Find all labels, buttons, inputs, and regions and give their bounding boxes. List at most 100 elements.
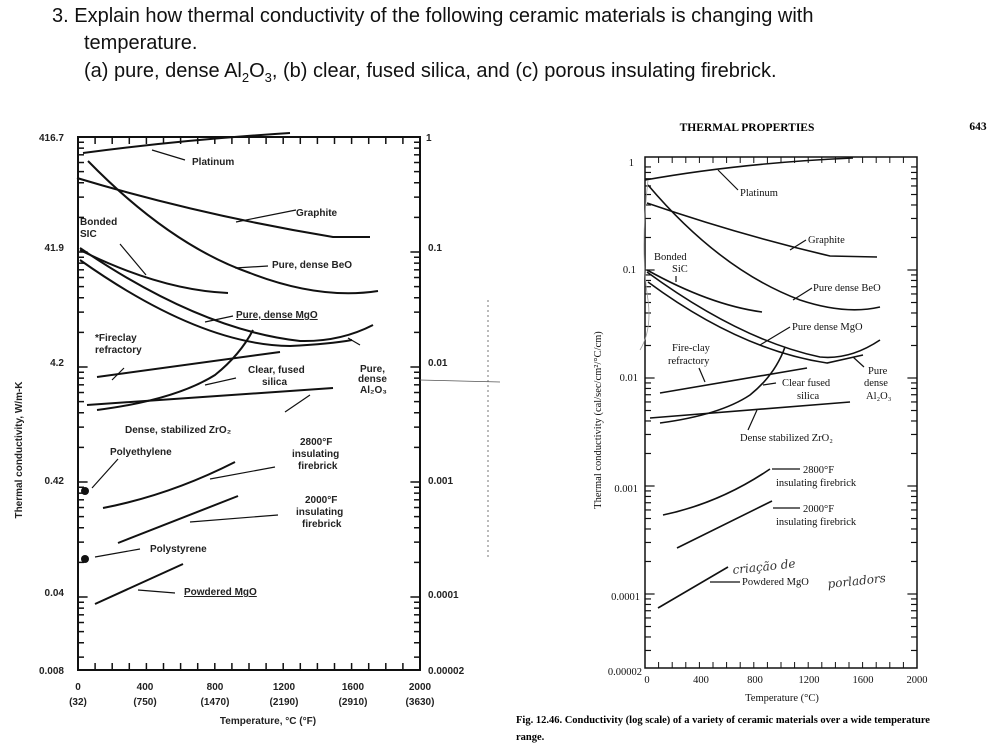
label-firebrick-2800: insulating: [292, 449, 339, 460]
curve-bonded-sic: [646, 269, 763, 313]
label-powdered-mgo: Powdered MgO: [742, 577, 809, 588]
tick-label: 0.00002: [608, 667, 642, 678]
curve-zro2: [649, 401, 851, 419]
tick-label: 0.008: [39, 666, 64, 677]
curve-mgo: [79, 247, 374, 343]
question-part-a2: O: [249, 60, 265, 82]
scan-mark: [639, 179, 650, 351]
label-firebrick-2000: insulating: [296, 507, 343, 518]
label-graphite: Graphite: [808, 235, 845, 246]
left-curves: [76, 132, 379, 605]
tick-label: 0.01: [620, 373, 638, 384]
label-al2o3: Al₂O₃: [360, 385, 387, 396]
tick-label: 4.2: [50, 358, 64, 369]
left-figure: 416.7 41.9 4.2 0.42 0.04 0.008 1 0.1 0.0…: [14, 132, 501, 727]
label-platinum: Platinum: [192, 157, 234, 168]
tick-label: 1: [629, 158, 634, 169]
right-figure: THERMAL PROPERTIES 643 1 0.1 0.01 0.001 …: [516, 121, 987, 743]
curve-firebrick-2000: [676, 500, 773, 549]
label-powdered-mgo: Powdered MgO: [184, 587, 257, 598]
left-curve-labels: Platinum Graphite Bonded SIC Pure, dense…: [80, 157, 387, 598]
point-polystyrene: [81, 555, 89, 563]
question-line-2: temperature.: [84, 32, 198, 54]
label-silica: Clear, fused: [248, 365, 305, 376]
tick-label: 0.42: [45, 476, 65, 487]
label-firebrick-2000: 2000°F: [305, 495, 337, 506]
curve-al2o3: [79, 259, 353, 348]
label-silica: silica: [797, 391, 819, 402]
tick-label: 2000: [907, 675, 928, 686]
label-firebrick-2800: 2800°F: [300, 437, 332, 448]
label-polyethylene: Polyethylene: [110, 447, 172, 458]
curve-graphite: [76, 177, 370, 238]
tick-label: 1600: [853, 675, 874, 686]
pointer-arrows: [675, 169, 865, 583]
label-beo: Pure, dense BeO: [272, 260, 352, 271]
label-firebrick-2800: firebrick: [298, 461, 338, 472]
curve-bonded-sic: [79, 249, 229, 294]
right-x-ticks: 0 400 800 1200 1600 2000 Temperature (°C…: [644, 675, 927, 704]
curve-beo: [87, 160, 379, 295]
tick-label: 0.00002: [428, 666, 465, 677]
tick-label: 800: [207, 682, 224, 693]
right-y-ticks: 1 0.1 0.01 0.001 0.0001 0.00002: [608, 158, 642, 678]
tick-label: 0.1: [428, 243, 442, 254]
curve-firebrick-2800: [662, 468, 771, 516]
right-ticks: [645, 157, 917, 668]
label-al2o3: Pure: [868, 366, 888, 377]
label-zro2: Dense stabilized ZrO₂: [740, 433, 833, 444]
y-axis-title: Thermal conductivity, W/m-K: [14, 381, 25, 519]
tick-label: 0: [644, 675, 649, 686]
curve-beo: [647, 184, 881, 311]
label-silica: Clear fused: [782, 378, 831, 389]
figure-caption: Fig. 12.46. Conductivity (log scale) of …: [516, 715, 930, 726]
curve-graphite: [646, 202, 878, 258]
label-bonded: Bonded: [80, 217, 117, 228]
label-firebrick-2000: 2000°F: [803, 504, 834, 515]
tick-label: (3630): [406, 697, 435, 708]
label-silica: silica: [262, 377, 287, 388]
tick-label: (2910): [339, 697, 368, 708]
label-zro2: Dense, stabilized ZrO₂: [125, 425, 231, 436]
tick-label: 1: [426, 133, 432, 144]
label-firebrick-2000: firebrick: [302, 519, 342, 530]
running-head: THERMAL PROPERTIES: [680, 122, 815, 134]
tick-label: 0.04: [45, 588, 65, 599]
tick-label: (32): [69, 697, 87, 708]
curve-fireclay: [659, 367, 808, 394]
tick-label: 0.0001: [428, 590, 459, 601]
curve-mgo: [646, 271, 881, 359]
label-platinum: Platinum: [740, 188, 778, 199]
label-graphite: Graphite: [296, 208, 338, 219]
question-line-1: 3. Explain how thermal conductivity of t…: [52, 5, 814, 27]
tick-label: 1200: [273, 682, 296, 693]
label-al2o3: dense: [358, 374, 387, 385]
curve-platinum: [644, 157, 854, 181]
tick-label: (1470): [201, 697, 230, 708]
tick-label: 0.01: [428, 358, 448, 369]
tick-label: 1600: [342, 682, 365, 693]
label-fireclay: *Fireclay: [95, 333, 137, 344]
subscript: 3: [264, 70, 272, 85]
left-y-left-ticks: 416.7 41.9 4.2 0.42 0.04 0.008: [39, 133, 64, 677]
label-firebrick-2000: insulating firebrick: [776, 517, 857, 528]
curve-firebrick-2800: [102, 461, 236, 509]
label-bonded: Bonded: [654, 252, 687, 263]
handwritten-note: criação de: [732, 556, 796, 577]
tick-label: 800: [747, 675, 763, 686]
x-axis-title: Temperature, °C (°F): [220, 716, 316, 727]
curve-powdered-mgo: [94, 563, 184, 605]
point-polyethylene: [81, 487, 89, 495]
tick-label: 1200: [799, 675, 820, 686]
tick-label: 0.001: [614, 484, 638, 495]
left-y-right-ticks: 1 0.1 0.01 0.001 0.0001 0.00002: [426, 133, 465, 677]
subscript: 2: [241, 70, 250, 85]
label-mgo: Pure, dense MgO: [236, 310, 318, 321]
scan-line: [419, 379, 501, 383]
label-beo: Pure dense BeO: [813, 283, 881, 294]
tick-label: 416.7: [39, 133, 64, 144]
curve-zro2: [86, 387, 334, 406]
pointer-arrows: [91, 149, 361, 594]
curve-fireclay: [96, 351, 281, 378]
